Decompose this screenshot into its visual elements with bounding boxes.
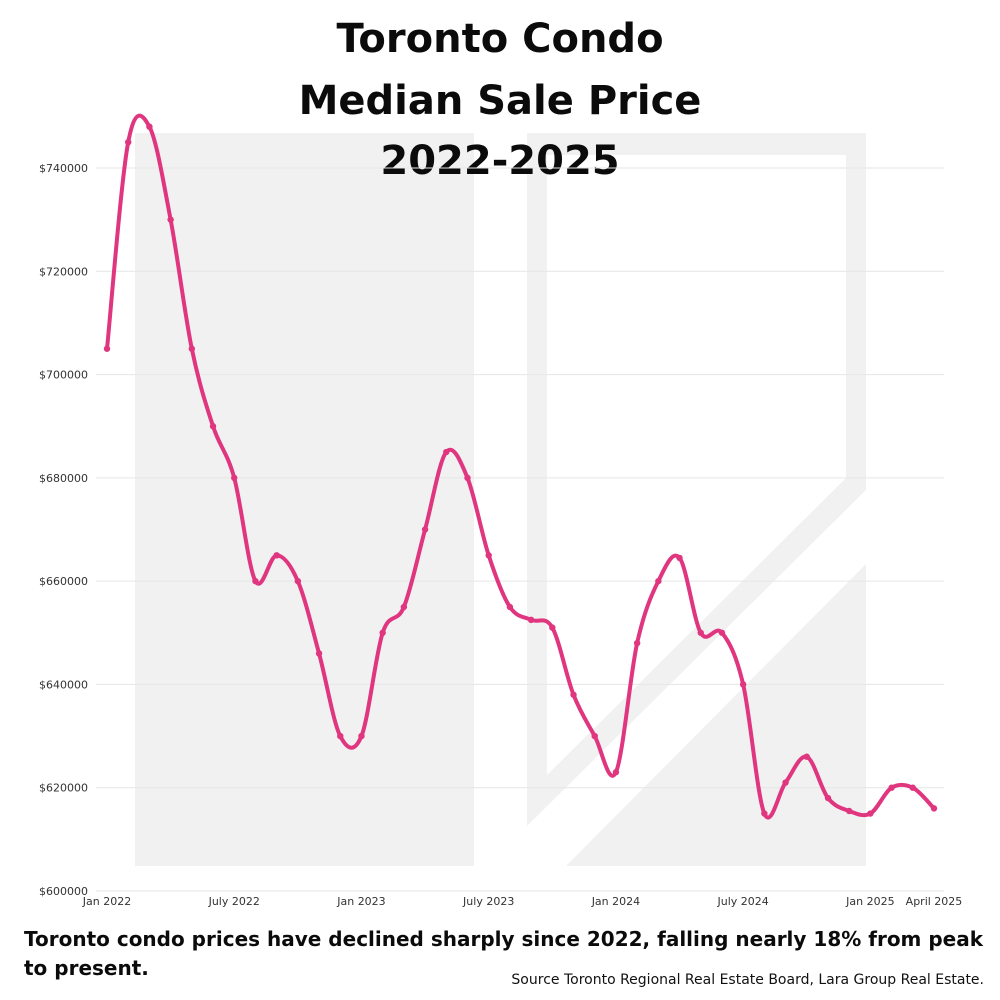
data-point — [527, 616, 535, 624]
data-point — [633, 639, 641, 647]
data-points — [103, 123, 938, 817]
chart-title-line-3: 2022-2025 — [380, 138, 620, 184]
watermark-bar — [135, 133, 474, 866]
x-tick-label: Jan 2024 — [591, 895, 640, 908]
data-point — [888, 784, 895, 791]
data-point — [909, 784, 916, 791]
data-point — [697, 629, 704, 636]
data-point — [379, 629, 386, 636]
data-point — [231, 474, 238, 482]
watermark-wedge — [566, 564, 866, 866]
y-tick-label: $640000 — [39, 678, 88, 691]
data-point — [803, 753, 810, 760]
y-tick-label: $680000 — [39, 472, 88, 485]
data-point — [591, 732, 598, 740]
data-point — [612, 769, 620, 776]
x-tick-label: April 2025 — [906, 895, 963, 908]
source-note: Source Toronto Regional Real Estate Boar… — [511, 972, 984, 988]
y-axis: $600000 $620000 $640000 $660000 $680000 $7000… — [39, 162, 88, 898]
data-point — [443, 448, 450, 456]
data-point — [252, 577, 259, 585]
data-point — [146, 123, 153, 130]
data-point — [125, 138, 132, 146]
data-point — [782, 779, 789, 786]
data-point — [506, 603, 514, 611]
data-point — [103, 345, 111, 352]
data-point — [676, 554, 683, 562]
caption: Toronto condo prices have declined sharp… — [24, 927, 984, 980]
x-axis: Jan 2022 July 2022 Jan 2023 July 2023 Jan 20… — [82, 895, 963, 908]
data-point — [867, 810, 874, 817]
data-point — [315, 650, 323, 657]
data-point — [739, 681, 747, 688]
y-tick-label: $700000 — [39, 369, 88, 382]
data-point — [930, 805, 938, 812]
data-point — [209, 423, 217, 430]
data-point — [761, 810, 768, 817]
data-point — [358, 732, 365, 740]
data-point — [421, 526, 429, 533]
x-tick-label: July 2024 — [717, 895, 769, 908]
x-tick-label: July 2022 — [208, 895, 260, 908]
data-point — [464, 474, 471, 482]
data-point — [188, 345, 196, 352]
data-point — [294, 577, 302, 585]
data-point — [337, 732, 344, 740]
y-tick-label: $660000 — [39, 575, 88, 588]
data-point — [845, 807, 853, 815]
data-point — [273, 552, 280, 559]
gridlines — [96, 167, 944, 892]
y-tick-label: $620000 — [39, 782, 88, 795]
y-tick-label: $720000 — [39, 265, 88, 278]
y-tick-label: $600000 — [39, 885, 88, 898]
chart-title-line-1: Toronto Condo — [336, 16, 664, 62]
y-tick-label: $740000 — [39, 162, 88, 175]
data-point — [167, 216, 174, 223]
chart-title-line-2: Median Sale Price — [298, 78, 702, 124]
data-point — [570, 691, 577, 698]
data-point — [718, 629, 726, 636]
price-series-line — [105, 113, 936, 820]
data-point — [824, 794, 832, 802]
x-tick-label: Jan 2023 — [336, 895, 385, 908]
data-point — [485, 552, 492, 559]
data-point — [549, 624, 556, 631]
x-tick-label: Jan 2022 — [82, 895, 131, 908]
x-tick-label: Jan 2025 — [845, 895, 894, 908]
data-point — [655, 577, 662, 585]
x-tick-label: July 2023 — [462, 895, 514, 908]
data-point — [400, 603, 408, 611]
